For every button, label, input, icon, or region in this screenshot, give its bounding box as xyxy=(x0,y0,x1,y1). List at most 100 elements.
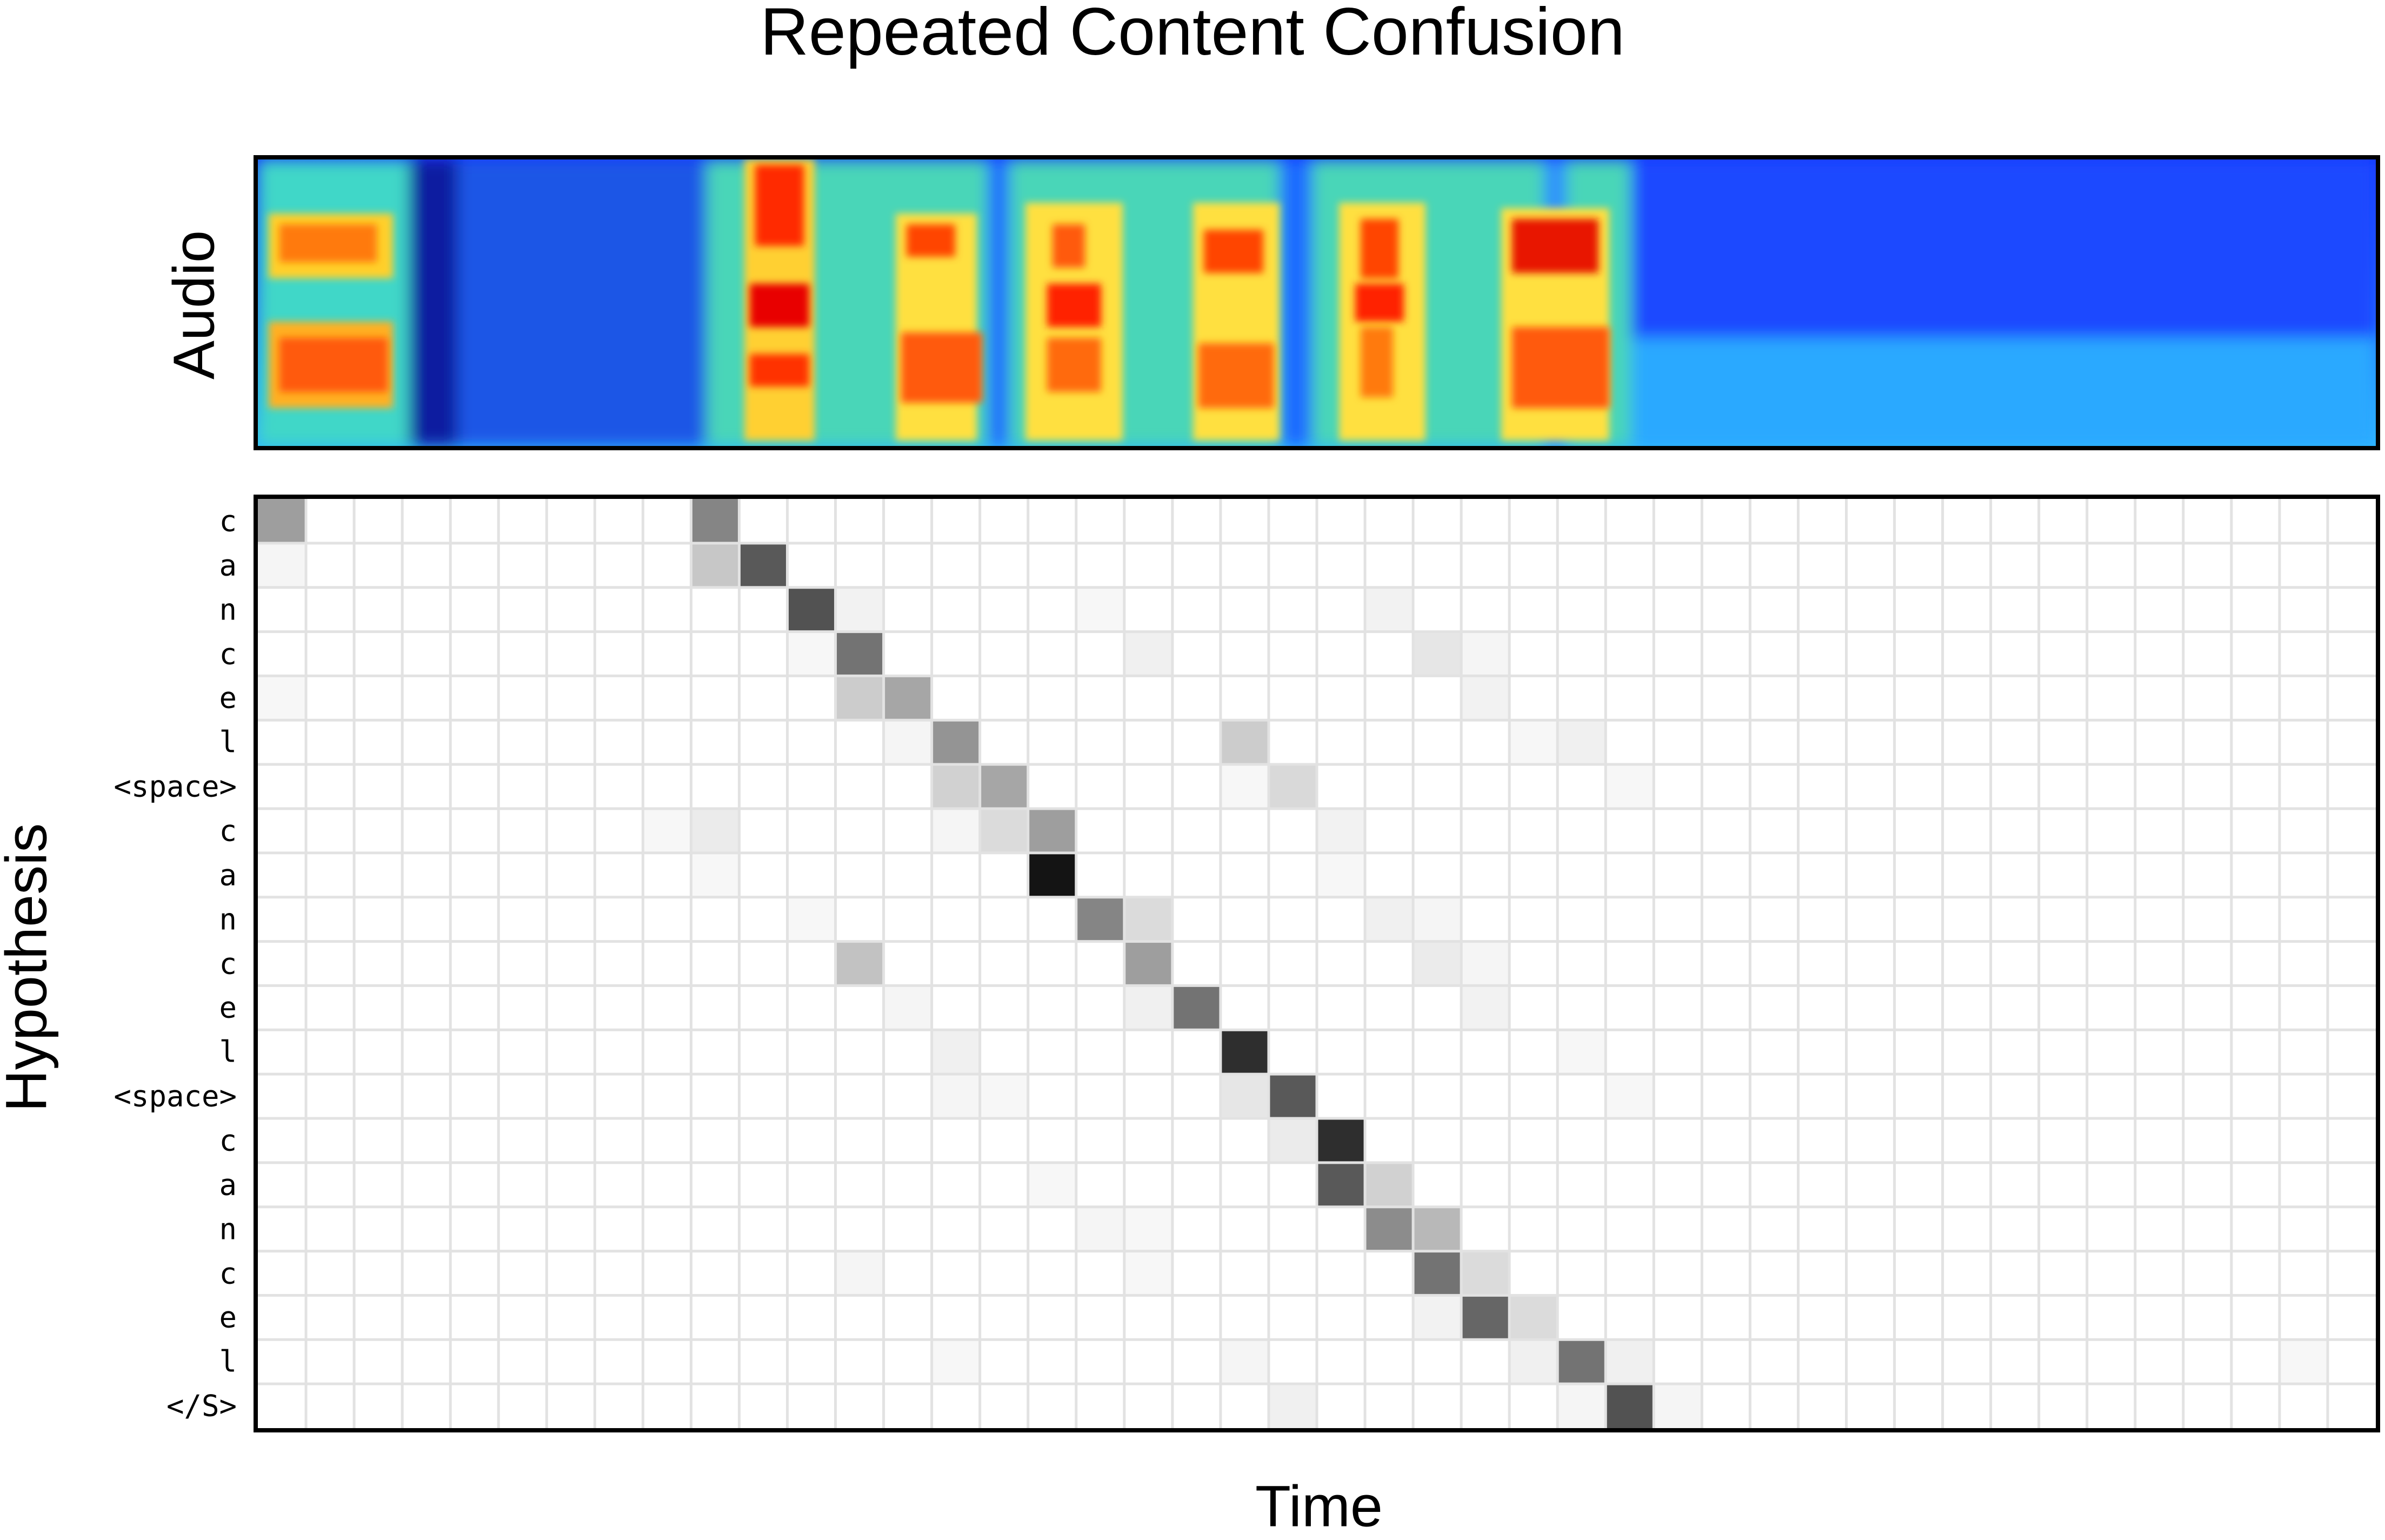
heatmap-cell xyxy=(1076,897,1124,942)
row-label: c xyxy=(219,637,237,671)
heatmap-cell xyxy=(691,543,740,588)
audio-spectrogram xyxy=(254,155,2380,450)
heatmap-cell xyxy=(258,676,307,721)
heatmap-cell xyxy=(1461,676,1510,721)
heatmap-cell xyxy=(1413,1206,1462,1251)
heatmap-cell xyxy=(931,809,980,853)
heatmap-cell xyxy=(835,941,884,986)
row-label: a xyxy=(219,1168,237,1202)
heatmap-cell xyxy=(643,809,691,853)
heatmap-cell xyxy=(1268,1384,1317,1428)
heatmap-cell xyxy=(1076,587,1124,632)
heatmap-cell xyxy=(1124,631,1172,676)
heatmap-cell xyxy=(1220,1339,1269,1384)
heatmap-cell xyxy=(1220,764,1269,809)
heatmap-cell xyxy=(1461,1251,1510,1296)
heatmap-cell xyxy=(1028,852,1076,897)
heatmap-cell xyxy=(1220,720,1269,765)
heatmap-cell xyxy=(1076,1206,1124,1251)
row-label: e xyxy=(219,1300,237,1335)
heatmap-cell xyxy=(2279,1339,2328,1384)
row-label: c xyxy=(219,1123,237,1158)
heatmap-cell xyxy=(787,587,836,632)
heatmap-cell xyxy=(1461,985,1510,1030)
heatmap-cell xyxy=(835,676,884,721)
heatmap-cell xyxy=(1509,1295,1558,1340)
heatmap-cell xyxy=(931,720,980,765)
heatmap-cell xyxy=(1124,985,1172,1030)
heatmap-cell xyxy=(1268,1118,1317,1163)
heatmap-cell xyxy=(931,1030,980,1075)
heatmap-cell xyxy=(1317,1162,1365,1207)
heatmap-cell xyxy=(1124,897,1172,942)
heatmap-cell xyxy=(1268,1074,1317,1118)
heatmap-cell xyxy=(883,985,932,1030)
heatmap-cell xyxy=(1365,1206,1414,1251)
heatmap-cell xyxy=(1605,764,1654,809)
row-label: n xyxy=(219,1212,237,1246)
row-label: </S> xyxy=(166,1389,237,1423)
row-label: e xyxy=(219,681,237,715)
heatmap-cell xyxy=(980,809,1028,853)
heatmap-cell xyxy=(931,1074,980,1118)
heatmap-cell xyxy=(883,676,932,721)
heatmap-cell xyxy=(1365,897,1414,942)
row-label: c xyxy=(219,946,237,981)
confusion-heatmap xyxy=(254,495,2380,1432)
heatmap-cell xyxy=(1172,985,1221,1030)
heatmap-cell xyxy=(931,764,980,809)
row-label: <space> xyxy=(114,769,237,804)
heatmap-cell xyxy=(1317,1118,1365,1163)
heatmap-cell xyxy=(1124,1251,1172,1296)
row-label: l xyxy=(219,725,237,759)
row-label: n xyxy=(219,902,237,937)
heatmap-cell xyxy=(1220,1074,1269,1118)
heatmap-cell xyxy=(691,499,740,543)
heatmap-cell xyxy=(1124,1206,1172,1251)
heatmap-cell xyxy=(1413,631,1462,676)
heatmap-cell xyxy=(787,631,836,676)
chart-title: Repeated Content Confusion xyxy=(760,0,1625,69)
row-label: c xyxy=(219,814,237,848)
heatmap-cell xyxy=(1413,941,1462,986)
heatmap-cell xyxy=(1413,1295,1462,1340)
heatmap-cell xyxy=(739,543,788,588)
x-axis-label: Time xyxy=(1255,1473,1383,1539)
heatmap-cell xyxy=(1028,1162,1076,1207)
row-label: a xyxy=(219,548,237,583)
heatmap-cell xyxy=(1605,1074,1654,1118)
heatmap-cell xyxy=(1557,720,1606,765)
row-label: c xyxy=(219,504,237,538)
heatmap-cell xyxy=(883,720,932,765)
heatmap-cell xyxy=(1557,1384,1606,1428)
heatmap-cell xyxy=(1317,852,1365,897)
heatmap-cell xyxy=(1028,809,1076,853)
row-label: l xyxy=(219,1344,237,1379)
heatmap-cell xyxy=(1461,941,1510,986)
heatmap-cell xyxy=(1413,1251,1462,1296)
row-label: e xyxy=(219,990,237,1025)
heatmap-cell xyxy=(1509,720,1558,765)
heatmap-cell xyxy=(835,1251,884,1296)
heatmap-cell xyxy=(1557,1030,1606,1075)
heatmap-cell xyxy=(1365,1162,1414,1207)
heatmap-cell xyxy=(1461,631,1510,676)
audio-axis-label: Audio xyxy=(161,230,226,380)
heatmap-cell xyxy=(1557,1339,1606,1384)
heatmap-cell xyxy=(835,631,884,676)
heatmap-cell xyxy=(787,897,836,942)
heatmap-cell xyxy=(1509,1339,1558,1384)
heatmap-cell xyxy=(258,499,307,543)
heatmap-cell xyxy=(1461,1295,1510,1340)
heatmap-cell xyxy=(1654,1384,1702,1428)
spectrogram-image xyxy=(258,159,2376,446)
heatmap-cell xyxy=(835,587,884,632)
heatmap-cell xyxy=(1124,941,1172,986)
heatmap-cell xyxy=(1365,587,1414,632)
heatmap-cell xyxy=(931,1339,980,1384)
heatmap-cell xyxy=(1605,1339,1654,1384)
heatmap-frame xyxy=(254,495,2380,1432)
heatmap-cell xyxy=(980,764,1028,809)
heatmap-cell xyxy=(980,1074,1028,1118)
row-label: l xyxy=(219,1035,237,1069)
